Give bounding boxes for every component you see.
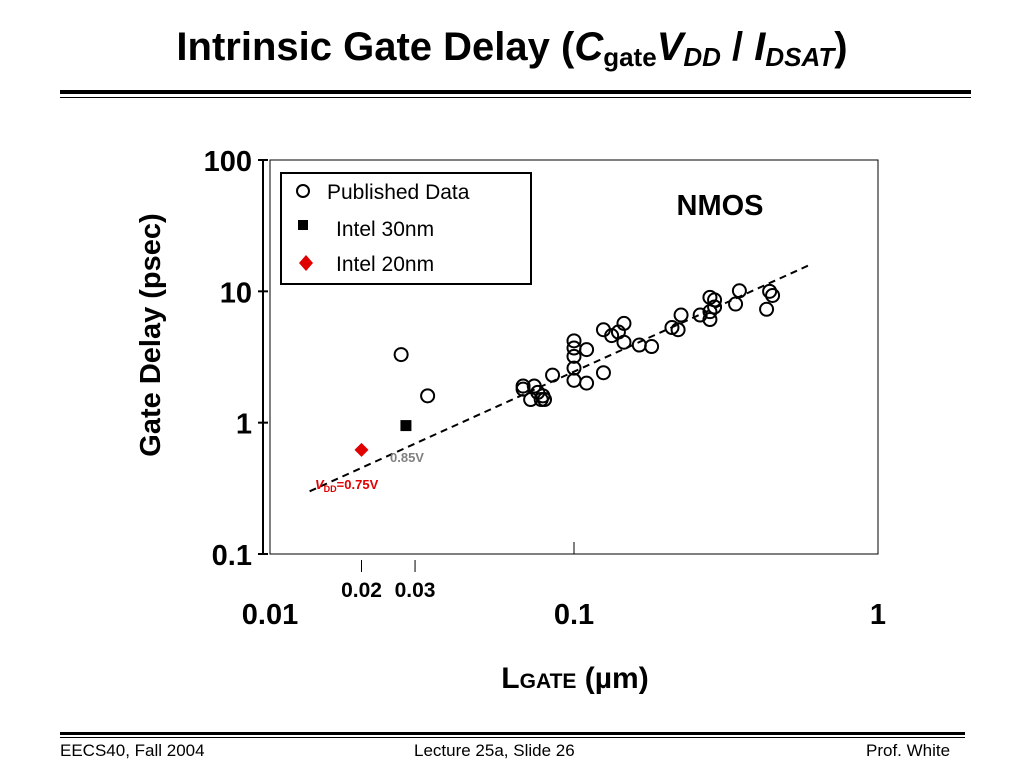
x-minor-tick-label: 0.02 <box>341 579 382 602</box>
data-point-published <box>393 347 409 363</box>
data-point-published <box>644 339 660 355</box>
title-i-sub: DSAT <box>765 42 835 72</box>
footer-rule-thin <box>60 737 965 738</box>
data-point-published <box>566 372 582 388</box>
data-point-published <box>731 283 747 299</box>
y-tick-label: 0.1 <box>212 540 252 572</box>
x-tick-label: 1 <box>870 599 886 631</box>
title-prefix: Intrinsic Gate Delay ( <box>176 25 575 69</box>
x-tick-label: 0.1 <box>554 599 594 631</box>
annotation-vdd-075-value: =0.75V <box>337 477 379 492</box>
data-point-published <box>566 333 582 349</box>
data-point-published <box>762 283 778 299</box>
slide-title: Intrinsic Gate Delay (CgateVDD / IDSAT) <box>0 22 1024 72</box>
data-point-published <box>702 312 718 328</box>
trendline <box>309 263 811 493</box>
x-tick-label: 0.01 <box>242 599 298 631</box>
footer-rule-thick <box>60 732 965 735</box>
footer-slide-number: Lecture 25a, Slide 26 <box>414 741 575 760</box>
data-point-published <box>545 367 561 383</box>
data-point-published <box>765 287 781 303</box>
title-v: V <box>656 25 684 69</box>
legend: Published Data Intel 30nm Intel 20nm <box>280 172 532 285</box>
title-suffix: ) <box>834 25 848 69</box>
data-point-published <box>616 315 632 331</box>
footer-author: Prof. White <box>866 741 951 760</box>
legend-label-intel30: Intel 30nm <box>336 218 434 241</box>
annotation-vdd-075: VDD=0.75V <box>315 477 379 494</box>
title-c: C <box>574 25 604 69</box>
data-point-published <box>616 334 632 350</box>
data-point-published <box>759 301 775 317</box>
annotation-vdd-075-sub: DD <box>324 484 337 494</box>
y-tick-label: 10 <box>220 277 252 309</box>
legend-marker-intel30 <box>298 220 308 230</box>
annotation-vdd-075-v: V <box>315 477 325 492</box>
title-i: I <box>754 25 766 69</box>
y-tick-label: 100 <box>204 146 252 178</box>
title-slash: / <box>720 25 755 69</box>
axis-ticks: 0.1 1 10 100 0.01 0.1 1 0.02 0.03 <box>204 146 886 631</box>
title-v-sub: DD <box>683 42 721 72</box>
legend-box <box>280 172 532 285</box>
data-point-published <box>702 289 718 305</box>
x-minor-tick-label: 0.03 <box>395 579 436 602</box>
data-point-intel30 <box>400 420 412 432</box>
data-point-intel20 <box>354 442 369 457</box>
x-axis-label-main: L <box>501 662 519 695</box>
x-axis-label: LGATE (µm) <box>501 662 648 695</box>
data-point-published <box>566 348 582 364</box>
chart: 0.1 1 10 100 0.01 0.1 1 0.02 0.03 Gate Delay (ps… <box>135 146 886 695</box>
data-point-published <box>673 307 689 323</box>
data-point-published <box>670 322 686 338</box>
data-point-published <box>579 342 595 358</box>
x-axis-label-sub: GATE <box>520 670 577 693</box>
footer-course: EECS40, Fall 2004 <box>60 741 205 760</box>
title-c-sub: gate <box>603 42 657 72</box>
data-point-published <box>631 337 647 353</box>
points-group <box>354 283 781 457</box>
legend-marker-intel20 <box>299 255 313 271</box>
data-point-published <box>420 388 436 404</box>
legend-marker-published <box>296 184 310 198</box>
data-point-published <box>579 375 595 391</box>
y-tick-label: 1 <box>236 409 252 441</box>
data-point-published <box>595 365 611 381</box>
legend-label-published: Published Data <box>327 181 470 204</box>
data-point-published <box>728 296 744 312</box>
title-rule-thin <box>60 97 971 98</box>
annotation-vdd-085: 0.85V <box>390 450 424 465</box>
legend-label-intel20: Intel 20nm <box>336 253 434 276</box>
title-rule-thick <box>60 90 971 94</box>
trendline-group <box>309 263 811 493</box>
data-point-published <box>537 392 553 408</box>
chart-title-nmos: NMOS <box>677 190 764 222</box>
data-point-published <box>664 320 680 336</box>
y-axis-label: Gate Delay (psec) <box>135 213 167 456</box>
x-axis-label-unit: (µm) <box>576 662 648 695</box>
